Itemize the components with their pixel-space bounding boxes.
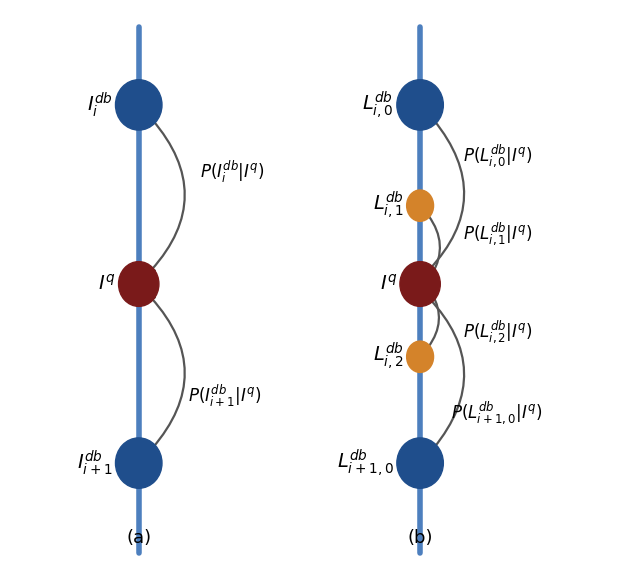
Text: $I_{i+1}^{db}$: $I_{i+1}^{db}$ (77, 449, 112, 478)
Ellipse shape (115, 438, 162, 488)
Text: $P(L_{i,0}^{db}|I^q)$: $P(L_{i,0}^{db}|I^q)$ (463, 142, 533, 169)
Text: $L_{i+1,0}^{db}$: $L_{i+1,0}^{db}$ (337, 448, 394, 479)
Text: $P(L_{i,1}^{db}|I^q)$: $P(L_{i,1}^{db}|I^q)$ (463, 220, 533, 247)
Text: $P(L_{i,2}^{db}|I^q)$: $P(L_{i,2}^{db}|I^q)$ (463, 318, 533, 345)
Text: $P(I_i^{db}|I^q)$: $P(I_i^{db}|I^q)$ (200, 159, 265, 185)
Ellipse shape (397, 438, 443, 488)
Text: (b): (b) (407, 529, 433, 547)
Text: $L_{i,0}^{db}$: $L_{i,0}^{db}$ (363, 89, 394, 120)
Text: $L_{i,2}^{db}$: $L_{i,2}^{db}$ (373, 341, 404, 373)
Ellipse shape (397, 80, 443, 130)
Text: $P(I_{i+1}^{db}|I^q)$: $P(I_{i+1}^{db}|I^q)$ (188, 383, 261, 409)
Text: $L_{i,1}^{db}$: $L_{i,1}^{db}$ (373, 190, 404, 222)
Text: $P(L_{i+1,0}^{db}|I^q)$: $P(L_{i+1,0}^{db}|I^q)$ (451, 399, 542, 426)
Text: (a): (a) (126, 529, 151, 547)
Ellipse shape (118, 262, 159, 306)
Ellipse shape (400, 262, 440, 306)
Text: $I^q$: $I^q$ (99, 274, 115, 294)
Ellipse shape (115, 80, 162, 130)
Text: $I^q$: $I^q$ (379, 274, 397, 294)
Ellipse shape (407, 341, 433, 373)
Text: $I_i^{db}$: $I_i^{db}$ (87, 90, 112, 119)
Ellipse shape (407, 190, 433, 222)
